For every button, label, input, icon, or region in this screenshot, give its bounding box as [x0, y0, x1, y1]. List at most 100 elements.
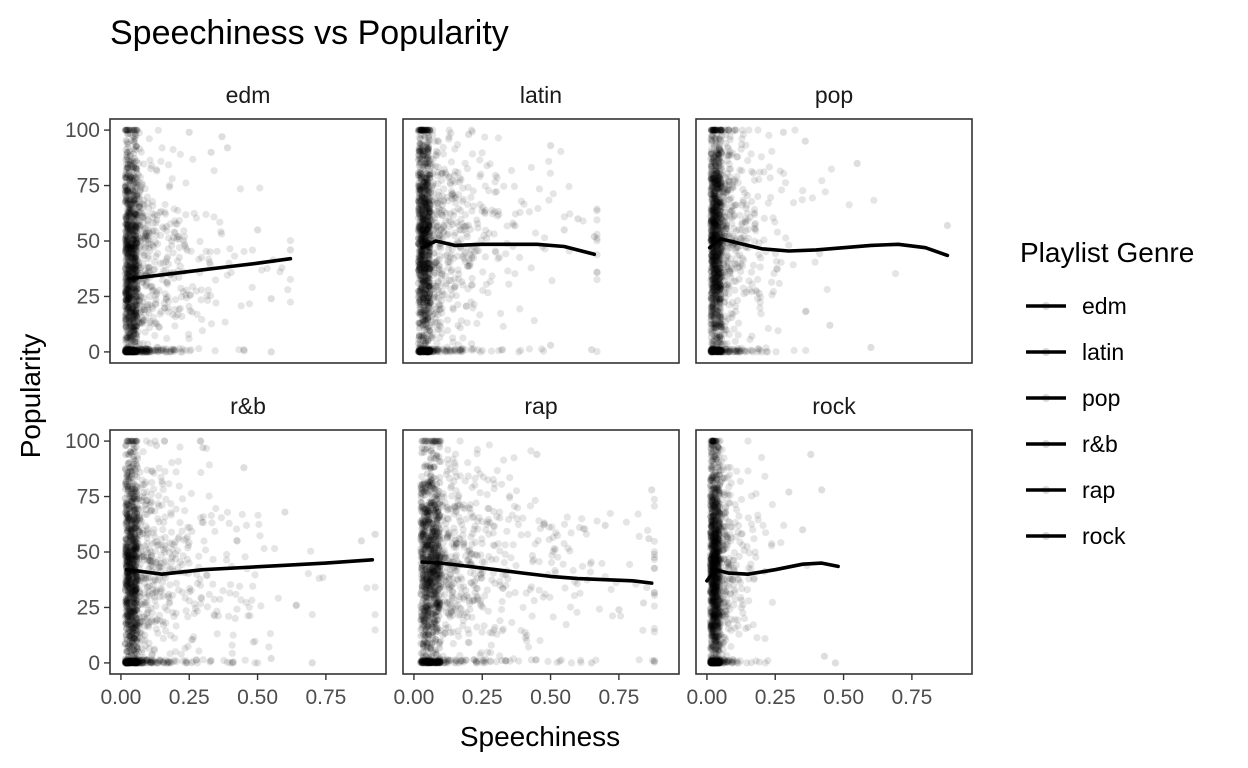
scatter-point	[426, 167, 434, 175]
scatter-point	[122, 250, 130, 257]
scatter-point	[130, 267, 138, 275]
scatter-point	[122, 345, 130, 353]
scatter-point	[434, 137, 442, 145]
y-tick-label: 75	[77, 175, 100, 198]
scatter-point	[424, 294, 432, 301]
scatter-point	[498, 346, 506, 354]
scatter-point	[426, 223, 434, 230]
scatter-point	[129, 197, 137, 206]
scatter-point	[433, 325, 441, 333]
scatter-point	[125, 259, 133, 267]
scatter-point	[414, 240, 422, 248]
scatter-point	[131, 348, 139, 356]
scatter-point	[415, 160, 423, 167]
scatter-point	[466, 262, 474, 270]
scatter-point	[527, 264, 535, 272]
scatter-point	[122, 242, 131, 250]
scatter-point	[132, 348, 140, 355]
scatter-points	[707, 126, 952, 356]
scatter-point	[126, 201, 134, 209]
scatter-point	[128, 244, 136, 253]
scatter-point	[416, 139, 424, 147]
scatter-point	[420, 210, 428, 218]
scatter-point	[123, 281, 130, 288]
scatter-point	[427, 333, 436, 342]
scatter-point	[129, 235, 137, 243]
scatter-point	[137, 237, 145, 245]
scatter-point	[129, 230, 137, 238]
scatter-point	[121, 183, 129, 191]
scatter-point	[754, 192, 762, 201]
scatter-point	[123, 304, 131, 312]
scatter-point	[422, 236, 430, 244]
scatter-point	[177, 293, 186, 301]
scatter-point	[131, 265, 139, 272]
scatter-point	[127, 227, 135, 235]
scatter-point	[124, 221, 131, 229]
scatter-point	[139, 200, 147, 208]
scatter-point	[417, 281, 425, 289]
scatter-point	[192, 214, 200, 222]
scatter-point	[133, 255, 141, 263]
scatter-point	[124, 233, 132, 241]
scatter-point	[418, 202, 426, 211]
scatter-point	[121, 191, 129, 199]
scatter-point	[417, 222, 425, 230]
scatter-points	[121, 437, 379, 667]
scatter-point	[418, 252, 426, 260]
scatter-point	[190, 209, 198, 217]
scatter-point	[129, 265, 137, 273]
scatter-point	[122, 239, 130, 247]
scatter-point	[132, 236, 140, 243]
scatter-point	[420, 263, 428, 271]
scatter-point	[122, 287, 129, 295]
scatter-point	[129, 348, 137, 356]
scatter-point	[464, 183, 472, 191]
scatter-point	[148, 283, 156, 291]
scatter-point	[128, 316, 136, 324]
scatter-point	[156, 259, 165, 267]
scatter-point	[131, 348, 139, 356]
scatter-point	[131, 200, 138, 208]
scatter-point	[124, 161, 132, 169]
scatter-point	[134, 219, 142, 227]
scatter-point	[125, 314, 133, 322]
scatter-point	[147, 282, 156, 290]
scatter-point	[425, 198, 433, 206]
scatter-point	[490, 230, 498, 238]
scatter-point	[437, 209, 445, 217]
scatter-point	[131, 211, 139, 219]
scatter-point	[423, 280, 431, 287]
scatter-point	[430, 227, 438, 235]
scatter-point	[126, 309, 134, 316]
scatter-point	[122, 348, 129, 356]
scatter-point	[423, 331, 431, 339]
scatter-point	[125, 269, 133, 277]
scatter-point	[127, 347, 135, 355]
scatter-point	[122, 284, 130, 292]
scatter-point	[125, 263, 133, 270]
scatter-point	[124, 223, 132, 231]
scatter-point	[182, 291, 190, 299]
scatter-point	[131, 249, 139, 258]
scatter-point	[425, 292, 433, 300]
scatter-point	[124, 143, 132, 152]
scatter-point	[123, 269, 131, 277]
scatter-point	[133, 142, 141, 150]
scatter-point	[121, 348, 129, 356]
scatter-point	[549, 190, 557, 198]
scatter-point	[127, 348, 135, 356]
scatter-point	[138, 320, 146, 328]
scatter-point	[139, 448, 147, 456]
scatter-point	[144, 340, 152, 348]
scatter-point	[125, 288, 133, 296]
scatter-point	[495, 347, 503, 355]
scatter-point	[122, 237, 130, 245]
scatter-point	[123, 233, 130, 241]
scatter-point	[133, 200, 141, 208]
scatter-point	[131, 320, 139, 327]
scatter-point	[422, 216, 429, 223]
scatter-point	[416, 218, 424, 226]
facet-label: latin	[520, 82, 562, 108]
scatter-point	[135, 345, 143, 353]
